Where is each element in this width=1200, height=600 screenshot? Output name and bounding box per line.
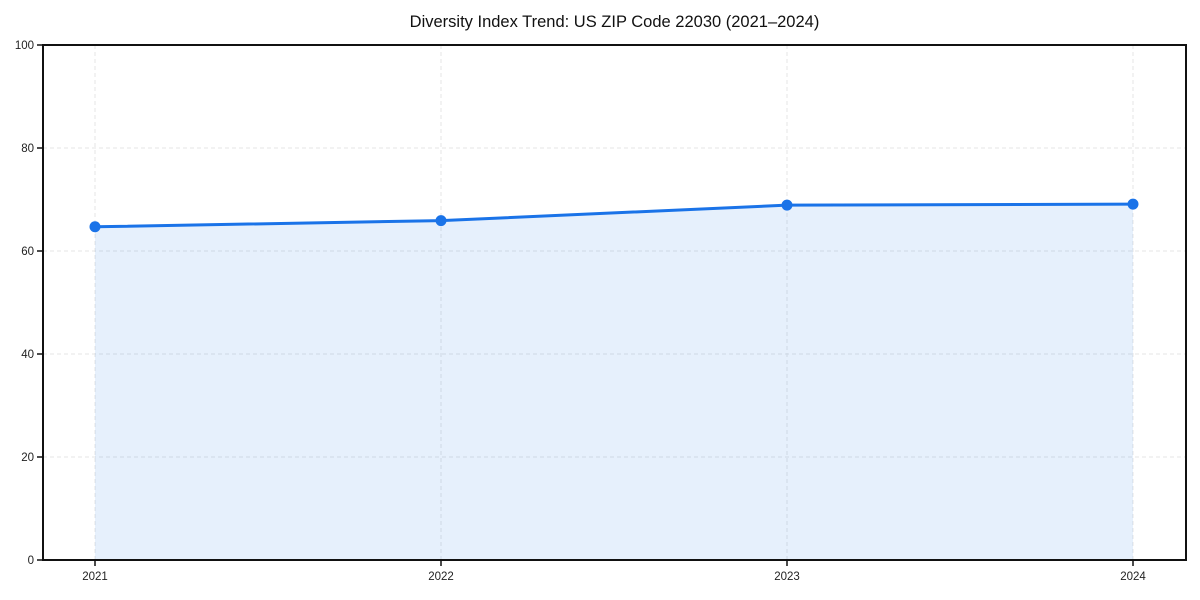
y-tick-label-100: 100 bbox=[15, 40, 34, 52]
x-tick-label-2021: 2021 bbox=[82, 571, 108, 583]
data-point-2024 bbox=[1127, 198, 1139, 210]
y-tick-label-0: 0 bbox=[28, 555, 34, 567]
chart-title: Diversity Index Trend: US ZIP Code 22030… bbox=[409, 13, 820, 31]
data-point-2022 bbox=[435, 215, 447, 227]
y-tick-label-20: 20 bbox=[21, 452, 34, 464]
y-tick-label-60: 60 bbox=[21, 246, 34, 258]
y-tick-label-80: 80 bbox=[21, 143, 34, 155]
x-tick-label-2022: 2022 bbox=[428, 571, 454, 583]
y-tick-label-40: 40 bbox=[21, 349, 34, 361]
plot-border bbox=[42, 44, 1187, 561]
x-tick-label-2024: 2024 bbox=[1120, 571, 1146, 583]
area-fill bbox=[95, 204, 1133, 560]
x-tick-label-2023: 2023 bbox=[774, 571, 800, 583]
trend-line bbox=[93, 202, 1135, 229]
data-point-2021 bbox=[89, 221, 101, 233]
data-point-2023 bbox=[781, 199, 793, 211]
